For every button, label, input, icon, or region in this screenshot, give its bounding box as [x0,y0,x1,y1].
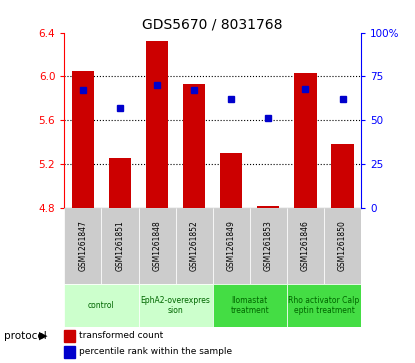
Bar [257,205,279,208]
Text: GSM1261846: GSM1261846 [301,220,310,271]
Text: control: control [88,301,115,310]
Bar [287,284,361,327]
Bar [64,284,139,327]
Bar [332,144,354,208]
Text: transformed count: transformed count [79,331,164,340]
Text: GSM1261848: GSM1261848 [153,220,161,271]
Bar [64,208,101,284]
Bar [294,73,317,208]
Text: GSM1261851: GSM1261851 [115,220,124,271]
Bar [250,208,287,284]
Bar [213,208,250,284]
Bar [213,284,287,327]
Bar [139,208,176,284]
Bar [64,330,75,342]
Text: GSM1261852: GSM1261852 [190,220,199,271]
Bar [64,346,75,358]
Bar [139,284,213,327]
Text: GSM1261853: GSM1261853 [264,220,273,271]
Text: GSM1261849: GSM1261849 [227,220,236,271]
Text: Ilomastat
treatment: Ilomastat treatment [230,296,269,315]
Text: protocol: protocol [4,331,47,341]
Title: GDS5670 / 8031768: GDS5670 / 8031768 [142,17,283,32]
Bar [146,41,168,208]
Bar [109,159,131,208]
Bar [176,208,213,284]
Text: percentile rank within the sample: percentile rank within the sample [79,347,232,356]
Bar [101,208,139,284]
Text: EphA2-overexpres
sion: EphA2-overexpres sion [141,296,210,315]
Text: Rho activator Calp
eptin treatment: Rho activator Calp eptin treatment [288,296,359,315]
Bar [220,153,242,208]
Text: ▶: ▶ [39,331,48,341]
Bar [72,71,94,208]
Bar [287,208,324,284]
Bar [324,208,361,284]
Text: GSM1261850: GSM1261850 [338,220,347,271]
Bar [183,84,205,208]
Text: GSM1261847: GSM1261847 [78,220,88,271]
